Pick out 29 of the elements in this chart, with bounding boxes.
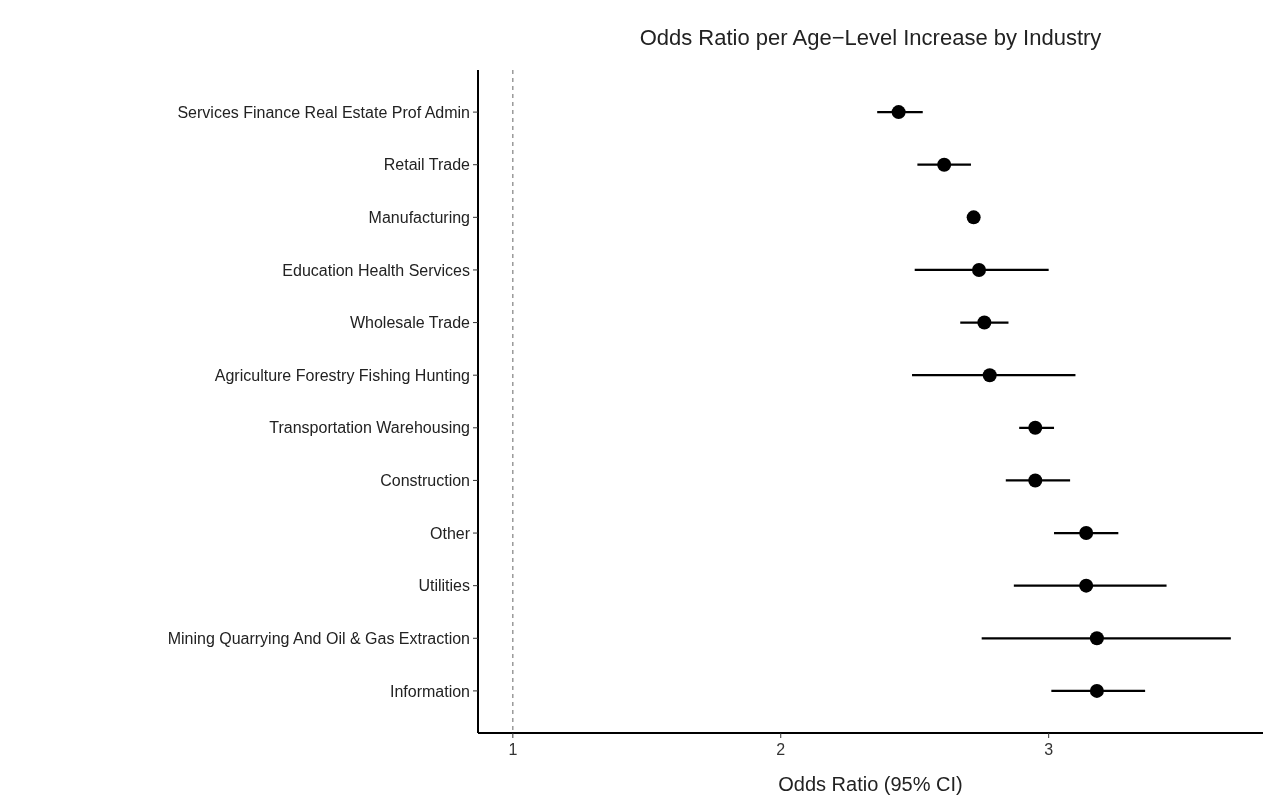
- y-tick-label: Transportation Warehousing: [269, 419, 470, 437]
- point: [977, 315, 992, 330]
- x-tick-label: 2: [776, 741, 786, 758]
- point: [1089, 683, 1104, 698]
- point: [1028, 473, 1043, 488]
- point: [891, 105, 906, 120]
- x-tick-label: 3: [1044, 741, 1054, 758]
- y-tick-label: Agriculture Forestry Fishing Hunting: [214, 366, 470, 384]
- y-tick-label: Education Health Services: [282, 261, 470, 279]
- y-tick-label: Manufacturing: [368, 208, 470, 226]
- y-tick-label: Construction: [380, 472, 470, 490]
- y-tick-label: Wholesale Trade: [349, 314, 471, 332]
- point: [1089, 631, 1104, 646]
- point: [1079, 578, 1094, 593]
- chart-title: Odds Ratio per Age−Level Increase by Industry: [639, 25, 1102, 50]
- point: [966, 210, 981, 225]
- y-tick-label: Other: [429, 524, 471, 542]
- y-tick-label: Mining Quarrying And Oil & Gas Extraction: [167, 629, 470, 647]
- point: [982, 368, 997, 383]
- point: [1028, 420, 1043, 435]
- y-tick-label: Information: [389, 682, 470, 700]
- point: [1079, 526, 1094, 541]
- y-tick-label: Services Finance Real Estate Prof Admin: [177, 103, 470, 121]
- point: [937, 157, 952, 172]
- x-tick-label: 1: [508, 741, 518, 758]
- x-axis-title: Odds Ratio (95% CI): [778, 773, 963, 795]
- point: [972, 262, 987, 277]
- y-tick-label: Retail Trade: [383, 156, 471, 174]
- y-tick-label: Utilities: [418, 577, 470, 595]
